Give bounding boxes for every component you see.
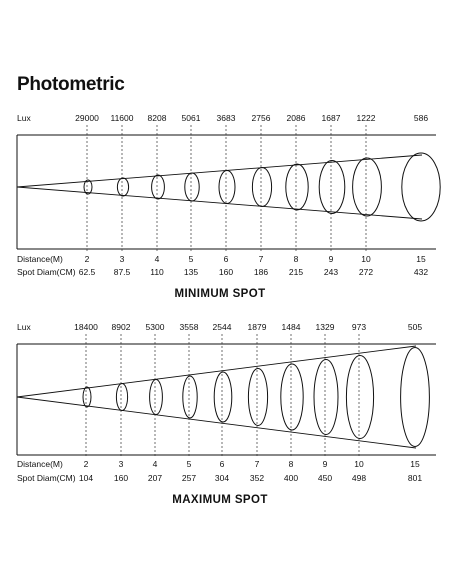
lux-value: 18400 xyxy=(74,322,98,332)
distance-value: 8 xyxy=(289,459,294,469)
beam-upper-line xyxy=(16,154,423,188)
distance-label: Distance(M) xyxy=(17,459,63,469)
lux-value: 3683 xyxy=(217,113,236,123)
spot-ellipse xyxy=(116,177,130,197)
distance-value: 8 xyxy=(294,254,299,264)
lux-value: 29000 xyxy=(75,113,99,123)
lux-value: 2756 xyxy=(252,113,271,123)
spot-ellipse xyxy=(213,371,233,423)
diameter-value: 352 xyxy=(250,473,264,483)
lux-value: 505 xyxy=(408,322,422,332)
lux-value: 1484 xyxy=(282,322,301,332)
spot-ellipse xyxy=(285,163,309,211)
distance-value: 3 xyxy=(120,254,125,264)
diameter-value: 498 xyxy=(352,473,366,483)
panel-caption: MAXIMUM SPOT xyxy=(172,494,268,506)
lux-value: 1329 xyxy=(316,322,335,332)
diameter-label: Spot Diam(CM) xyxy=(17,267,76,277)
lux-value: 5300 xyxy=(146,322,165,332)
diameter-value: 135 xyxy=(184,267,198,277)
diameter-value: 186 xyxy=(254,267,268,277)
beam-lower-line xyxy=(16,186,423,220)
diameter-value: 215 xyxy=(289,267,303,277)
distance-value: 15 xyxy=(416,254,426,264)
lux-value: 8208 xyxy=(148,113,167,123)
spot-ellipse xyxy=(182,375,198,419)
lux-value: 11600 xyxy=(110,113,133,123)
distance-value: 10 xyxy=(361,254,371,264)
lux-label: Lux xyxy=(17,322,31,332)
diameter-value: 87.5 xyxy=(114,267,131,277)
diameter-value: 450 xyxy=(318,473,332,483)
lux-value: 2086 xyxy=(287,113,306,123)
lux-value: 2544 xyxy=(213,322,232,332)
spot-ellipse xyxy=(83,179,93,195)
distance-value: 5 xyxy=(189,254,194,264)
spot-ellipse xyxy=(400,347,430,447)
distance-value: 7 xyxy=(259,254,264,264)
minimum-spot-panel: Lux 29000 2 62.5 11600 3 87.5 8208 4 110 5061 5 135 3… xyxy=(16,113,441,300)
diameter-value: 160 xyxy=(219,267,233,277)
spot-ellipse xyxy=(218,170,236,204)
distance-label: Distance(M) xyxy=(17,254,63,264)
spot-ellipse xyxy=(115,383,129,411)
diameter-value: 62.5 xyxy=(79,267,96,277)
distance-value: 6 xyxy=(220,459,225,469)
diameter-value: 801 xyxy=(408,473,422,483)
distance-value: 10 xyxy=(354,459,364,469)
page-title: Photometric xyxy=(17,74,125,95)
distance-value: 3 xyxy=(119,459,124,469)
lux-value: 3558 xyxy=(180,322,199,332)
diameter-value: 257 xyxy=(182,473,196,483)
spot-ellipse xyxy=(247,368,269,426)
distance-value: 7 xyxy=(255,459,260,469)
distance-value: 5 xyxy=(187,459,192,469)
lux-value: 8902 xyxy=(112,322,131,332)
diameter-value: 104 xyxy=(79,473,93,483)
spot-ellipse xyxy=(82,386,92,408)
spot-ellipse xyxy=(280,363,304,431)
diameter-value: 272 xyxy=(359,267,373,277)
diameter-label: Spot Diam(CM) xyxy=(17,473,76,483)
lux-value: 973 xyxy=(352,322,366,332)
spot-ellipse xyxy=(352,157,382,217)
spot-ellipse xyxy=(184,172,200,202)
diameter-value: 243 xyxy=(324,267,338,277)
diameter-value: 304 xyxy=(215,473,229,483)
spot-ellipse xyxy=(149,379,163,415)
lux-value: 5061 xyxy=(182,113,201,123)
distance-value: 2 xyxy=(85,254,90,264)
diameter-value: 110 xyxy=(150,267,164,277)
spot-ellipse xyxy=(251,167,273,207)
lux-value: 1222 xyxy=(357,113,376,123)
lux-value: 1879 xyxy=(248,322,267,332)
diameter-value: 400 xyxy=(284,473,298,483)
spot-ellipse xyxy=(313,359,339,435)
spot-ellipse xyxy=(345,355,375,439)
spot-ellipse xyxy=(401,152,441,222)
distance-value: 6 xyxy=(224,254,229,264)
distance-value: 15 xyxy=(410,459,420,469)
beam-upper-line xyxy=(16,345,417,398)
spot-ellipse xyxy=(318,160,346,214)
distance-value: 4 xyxy=(153,459,158,469)
distance-value: 2 xyxy=(84,459,89,469)
diameter-value: 160 xyxy=(114,473,128,483)
diameter-value: 207 xyxy=(148,473,162,483)
panel-caption: MINIMUM SPOT xyxy=(174,288,265,300)
distance-value: 9 xyxy=(323,459,328,469)
lux-value: 1687 xyxy=(322,113,341,123)
lux-value: 586 xyxy=(414,113,428,123)
beam-lower-line xyxy=(16,396,417,449)
maximum-spot-panel: Lux 18400 2 104 8902 3 160 5300 4 207 3558 5 257 2544… xyxy=(16,322,436,506)
lux-label: Lux xyxy=(17,113,31,123)
distance-value: 9 xyxy=(329,254,334,264)
distance-value: 4 xyxy=(155,254,160,264)
diameter-value: 432 xyxy=(414,267,428,277)
spot-ellipse xyxy=(151,174,165,200)
